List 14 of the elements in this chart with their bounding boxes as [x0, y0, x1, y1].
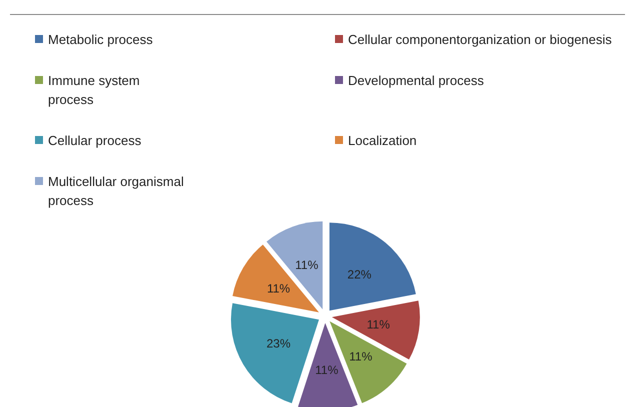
legend-label: Immune system process	[48, 72, 141, 109]
data-label: 22%	[347, 267, 372, 282]
data-label: 11%	[366, 317, 390, 332]
legend-label: Metabolic process	[48, 31, 153, 49]
legend-label: Localization	[348, 132, 417, 150]
data-label: 11%	[315, 362, 339, 377]
data-label: 11%	[349, 350, 373, 364]
data-label: 11%	[295, 258, 319, 272]
legend-label: Cellular process	[48, 132, 142, 150]
legend-label: Multicellular organismal process	[48, 173, 185, 210]
legend-label: Cellular componentorganization or biogenesis	[348, 31, 612, 49]
legend-label: Developmental process	[348, 72, 484, 90]
data-label: 11%	[266, 282, 290, 296]
data-label: 23%	[266, 336, 291, 350]
